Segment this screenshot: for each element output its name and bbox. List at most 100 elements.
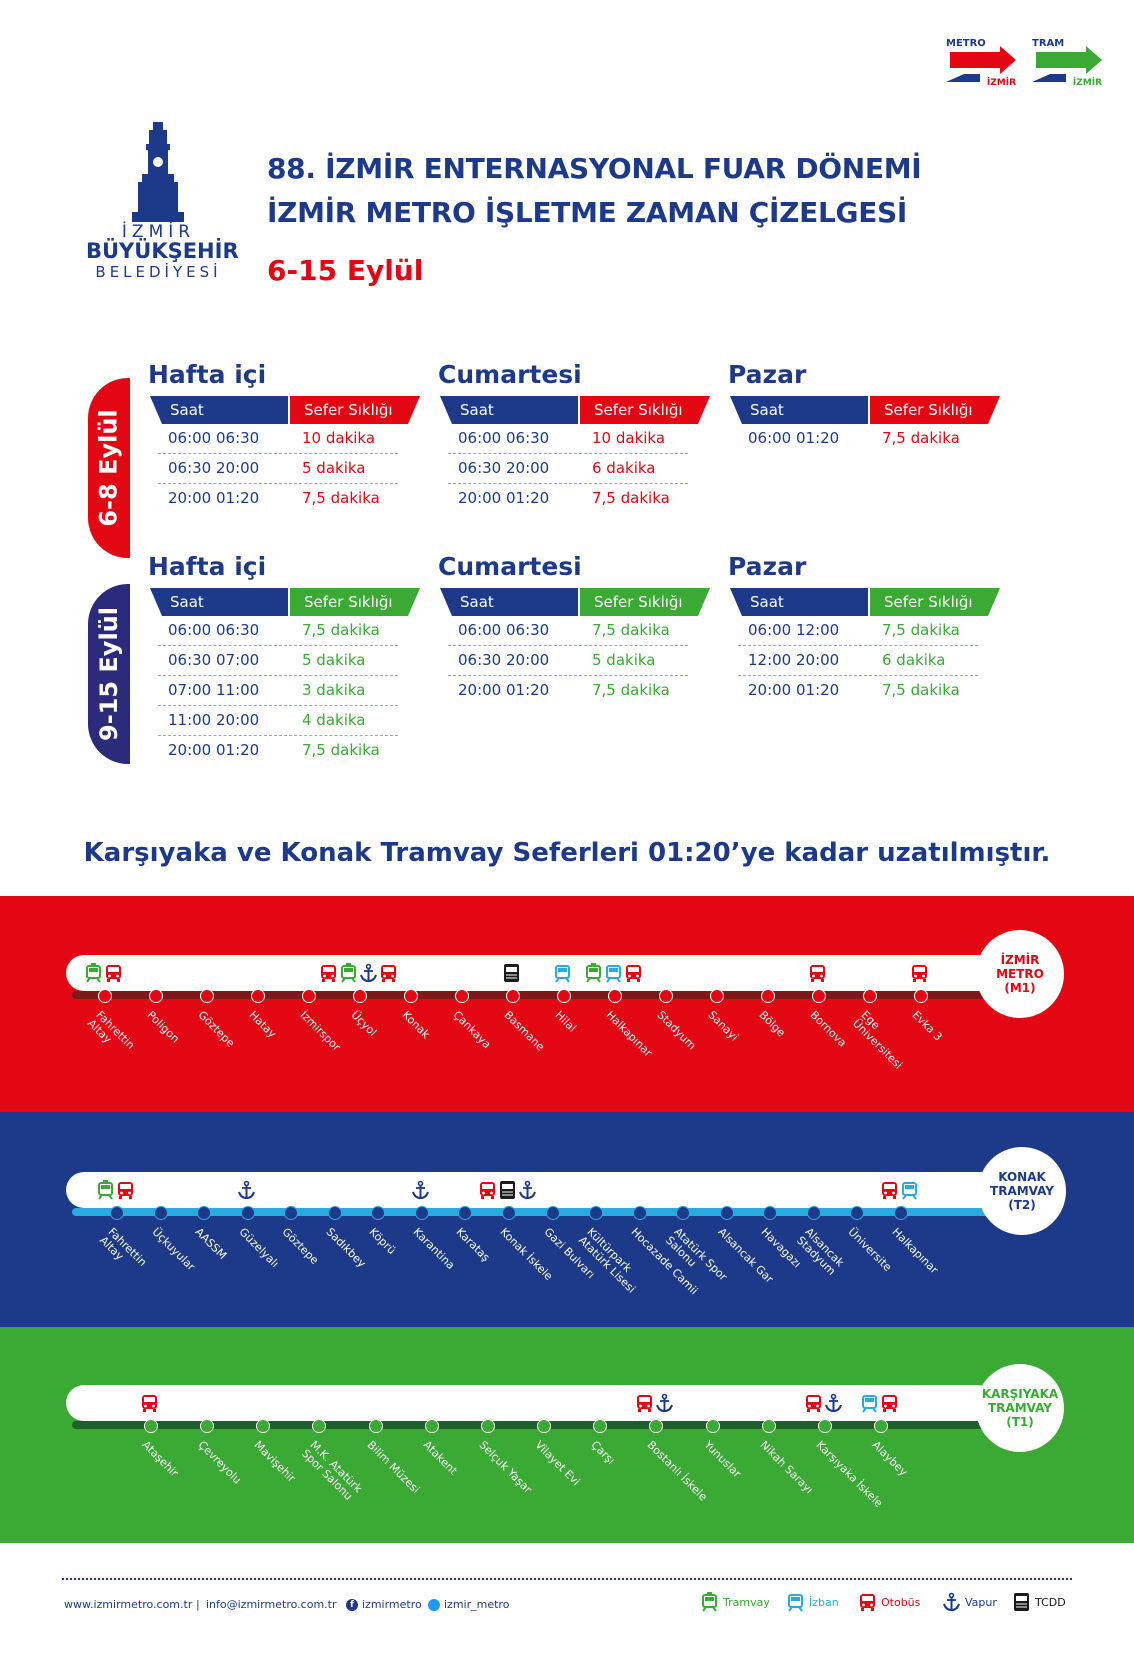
footer-separator: | <box>196 1598 200 1611</box>
frequency: 7,5 dakika <box>882 681 960 699</box>
frequency: 7,5 dakika <box>302 489 380 507</box>
schedule-day-title: Hafta içi <box>148 360 267 389</box>
frequency: 4 dakika <box>302 711 366 729</box>
station-connections <box>140 1392 159 1414</box>
station-dot <box>545 1206 560 1220</box>
izmir-buyuksehir-logo: İZMİR BÜYÜKŞEHİR BELEDİYESİ <box>86 122 239 282</box>
saat-header: Saat <box>150 396 288 424</box>
bus-icon <box>319 963 338 983</box>
train-icon <box>498 1180 517 1200</box>
tram-logo-bottom: İZMİR <box>1072 78 1102 88</box>
ferry-icon <box>359 963 378 983</box>
station-dot <box>705 1419 720 1433</box>
bus-icon <box>478 1180 497 1200</box>
station-dot <box>806 1206 821 1220</box>
station-connections <box>411 1179 430 1201</box>
station-dot <box>327 1206 342 1220</box>
ferry-icon <box>824 1393 843 1413</box>
station-connections <box>84 962 123 984</box>
schedule-header: Saat Sefer Sıklığı <box>148 396 418 424</box>
schedule-pazar: Pazar Saat Sefer Sıklığı 06:00 01:20 7,5 dak… <box>728 358 998 453</box>
tram-izmir-logo: TRAM İZMİR <box>1030 38 1104 88</box>
legend-label: Tramvay <box>723 1595 770 1609</box>
metro-logo-bottom: İZMİR <box>986 78 1016 88</box>
saat-header: Saat <box>440 396 578 424</box>
tram-notice: Karşıyaka ve Konak Tramvay Seferleri 01:… <box>83 838 1051 868</box>
station-dot <box>608 989 622 1003</box>
t2-line-track <box>72 1208 993 1216</box>
footer-twitter[interactable]: izmir_metro <box>444 1598 510 1611</box>
metro-logo-top: METRO <box>946 38 986 49</box>
frequency: 7,5 dakika <box>302 621 380 639</box>
tram-logo-top: TRAM <box>1032 38 1065 49</box>
t1-line-bar <box>66 1385 996 1421</box>
page-title-line1: 88. İZMİR ENTERNASYONAL FUAR DÖNEMİ <box>267 152 922 185</box>
station-dot <box>455 989 469 1003</box>
izban-icon <box>604 963 623 983</box>
twitter-icon <box>428 1599 440 1611</box>
t2-band <box>0 1112 1134 1327</box>
station-connections <box>880 1179 919 1201</box>
time-range: 07:00 11:00 <box>168 681 260 699</box>
izban-icon <box>553 963 572 983</box>
station-connections <box>96 1179 135 1201</box>
time-range: 06:00 06:30 <box>458 621 550 639</box>
sefer-header: Sefer Sıklığı <box>580 588 710 616</box>
station-dot <box>458 1206 473 1220</box>
station-dot <box>200 1419 215 1433</box>
station-dot <box>110 1206 124 1220</box>
time-range: 06:00 06:30 <box>168 429 260 447</box>
station-dot <box>353 989 367 1003</box>
frequency: 5 dakika <box>592 651 656 669</box>
time-range: 06:30 20:00 <box>458 459 550 477</box>
schedule-hafta-içi: Hafta içi Saat Sefer Sıklığı 06:00 06:30 10 … <box>148 358 418 513</box>
sefer-header: Sefer Sıklığı <box>580 396 710 424</box>
legend-label: Vapur <box>965 1595 997 1609</box>
station-dot <box>874 1419 888 1433</box>
ferry-icon <box>518 1180 537 1200</box>
tram-icon <box>700 1592 719 1612</box>
legend-label: İzban <box>809 1595 839 1609</box>
station-dot <box>404 989 418 1003</box>
schedule-pazar: Pazar Saat Sefer Sıklığı 06:00 12:00 7,5 dak… <box>728 550 998 705</box>
ferry-icon <box>411 1180 430 1200</box>
station-dot <box>817 1419 832 1433</box>
station-dot <box>761 989 775 1003</box>
date-range: 6-15 Eylül <box>267 254 424 287</box>
schedule-day-title: Cumartesi <box>438 360 582 389</box>
t2-line-badge: KONAK TRAMVAY (T2) <box>978 1147 1066 1235</box>
schedule-row: 06:00 06:30 10 dakika <box>158 424 398 454</box>
footer-website[interactable]: www.izmirmetro.com.tr <box>64 1598 193 1611</box>
sefer-header: Sefer Sıklığı <box>870 396 1000 424</box>
footer-facebook[interactable]: izmirmetro <box>362 1598 422 1611</box>
station-dot <box>676 1206 691 1220</box>
m1-line-badge: İZMİR METRO (M1) <box>976 930 1064 1018</box>
schedule-row: 20:00 01:20 7,5 dakika <box>448 484 688 513</box>
schedule-day-title: Cumartesi <box>438 552 582 581</box>
station-dot <box>200 989 214 1003</box>
bus-icon <box>104 963 123 983</box>
bus-icon <box>140 1393 159 1413</box>
station-dot <box>557 989 571 1003</box>
frequency: 7,5 dakika <box>592 621 670 639</box>
station-connections <box>860 1392 899 1414</box>
t1-line-track <box>72 1421 988 1429</box>
time-range: 20:00 01:20 <box>458 681 550 699</box>
station-dot <box>812 989 826 1003</box>
station-dot <box>649 1419 664 1433</box>
legend-label: TCDD <box>1035 1595 1066 1609</box>
schedule-row: 20:00 01:20 7,5 dakika <box>448 676 688 705</box>
time-range: 11:00 20:00 <box>168 711 260 729</box>
footer-email[interactable]: info@izmirmetro.com.tr <box>206 1598 337 1611</box>
schedule-row: 06:30 20:00 5 dakika <box>448 646 688 676</box>
frequency: 6 dakika <box>882 651 946 669</box>
station-dot <box>593 1419 608 1433</box>
metro-arrow-icon <box>946 46 1016 82</box>
station-dot <box>710 989 724 1003</box>
legend-item-ferry: Vapur <box>942 1592 997 1612</box>
schedule-cumartesi: Cumartesi Saat Sefer Sıklığı 06:00 06:30 7,5… <box>438 550 708 705</box>
t1-band <box>0 1327 1134 1543</box>
schedule-row: 06:00 06:30 10 dakika <box>448 424 688 454</box>
schedule-row: 20:00 01:20 7,5 dakika <box>158 484 398 513</box>
time-range: 06:30 07:00 <box>168 651 260 669</box>
